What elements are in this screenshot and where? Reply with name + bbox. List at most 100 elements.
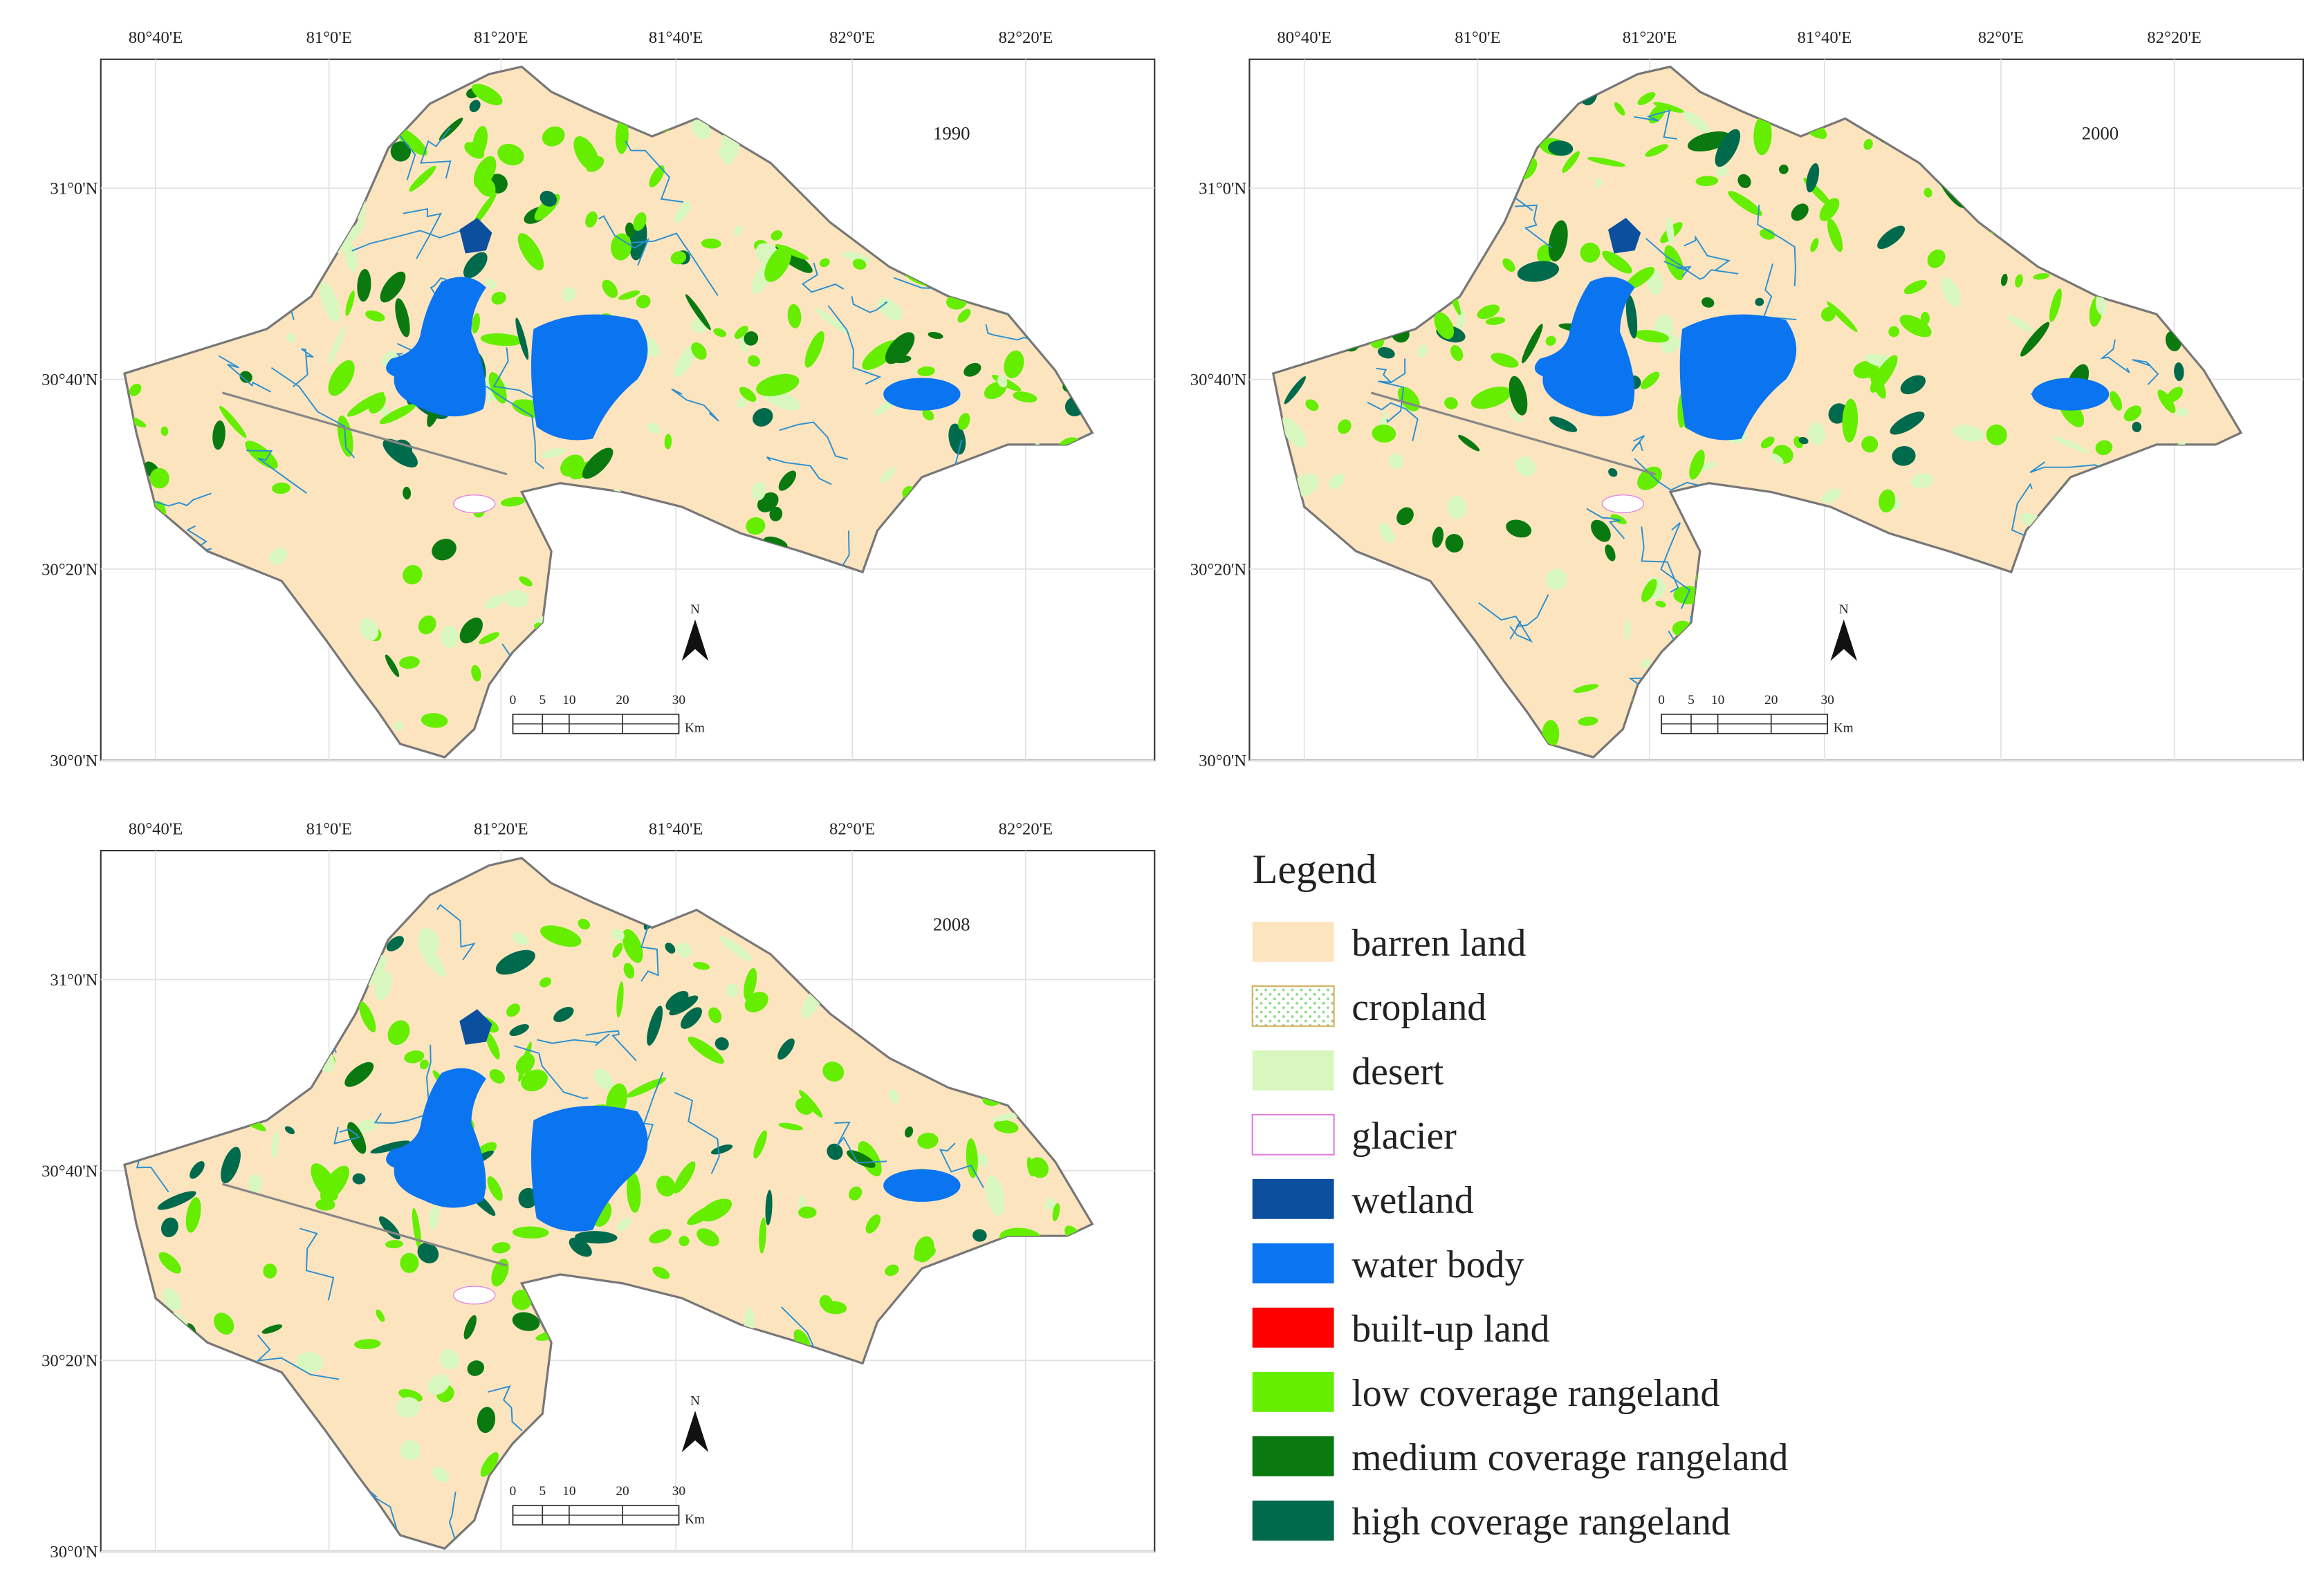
cover-patch <box>992 1113 1020 1122</box>
cover-patch <box>365 310 385 322</box>
cover-patch <box>765 1189 773 1225</box>
cover-patch <box>1280 417 1307 448</box>
cover-patch <box>623 963 635 979</box>
river <box>219 355 272 393</box>
cover-patch <box>1820 306 1836 322</box>
cover-patch <box>769 506 783 521</box>
cover-patch <box>1920 312 1930 325</box>
lon-tick-label: 81°0'E <box>1455 28 1500 47</box>
river <box>293 348 314 387</box>
legend-label: wetland <box>1352 1179 1473 1222</box>
basin <box>1271 65 2243 759</box>
scale-unit: Km <box>1834 721 1854 736</box>
legend-label: low coverage rangeland <box>1352 1372 1719 1415</box>
cover-patch <box>1715 129 1740 167</box>
cover-patch <box>518 1041 532 1082</box>
lon-tick-label: 80°40'E <box>129 819 183 838</box>
cover-patch <box>616 1217 631 1232</box>
cover-patch <box>914 1236 934 1263</box>
cover-patch <box>480 333 523 346</box>
river <box>436 904 476 961</box>
cover-patch <box>239 371 252 383</box>
cover-patch <box>670 251 687 265</box>
cover-patch <box>245 441 278 470</box>
lake <box>386 1068 486 1208</box>
cover-patch <box>463 252 488 279</box>
river <box>1631 435 1645 452</box>
cover-patch <box>380 271 406 303</box>
cover-patch <box>827 1143 843 1160</box>
cover-patch <box>394 721 403 731</box>
cover-patch <box>1653 102 1684 113</box>
cover-patch <box>958 413 970 430</box>
lon-tick-label: 81°40'E <box>649 819 703 838</box>
cover-patch <box>518 1187 538 1209</box>
lake <box>531 1105 648 1232</box>
glacier <box>453 1286 496 1305</box>
cover-patch <box>849 1186 863 1200</box>
cover-patch <box>157 1191 196 1210</box>
cover-patch <box>1637 92 1656 106</box>
cover-patch <box>1477 304 1500 319</box>
cover-patch <box>1284 376 1306 405</box>
river <box>488 1385 523 1431</box>
cover-patch <box>744 992 768 1012</box>
cover-patch <box>263 1263 277 1279</box>
river <box>1634 109 1677 140</box>
cover-patch <box>1417 344 1428 358</box>
cover-patch <box>1753 115 1772 156</box>
cover-patch <box>777 1038 795 1060</box>
cover-patch <box>472 192 497 228</box>
cover-patch <box>885 332 915 364</box>
river <box>625 140 683 203</box>
cover-patch <box>504 590 529 608</box>
river <box>486 385 545 470</box>
scale-label: 30 <box>672 693 685 707</box>
cover-patch <box>1827 218 1843 252</box>
year-label: 1990 <box>933 122 970 143</box>
cover-patch <box>1655 600 1666 608</box>
river <box>640 923 659 982</box>
cover-patch <box>636 295 651 308</box>
river <box>1660 522 1691 609</box>
cover-patch <box>387 1020 410 1046</box>
cover-patch <box>957 308 971 323</box>
cover-patch <box>612 943 623 958</box>
cover-patch <box>539 977 552 988</box>
cover-patch <box>922 409 934 421</box>
cover-patch <box>2132 421 2142 433</box>
cover-patch <box>1389 452 1404 469</box>
cover-patch <box>822 1301 847 1315</box>
cover-patch <box>652 1266 670 1279</box>
cover-patch <box>2157 389 2176 414</box>
cover-patch <box>1305 399 1319 411</box>
cover-patch <box>473 156 497 189</box>
cover-patch <box>472 84 503 106</box>
cover-patch <box>948 423 966 455</box>
cover-patch <box>1548 140 1574 156</box>
cover-patch <box>185 1197 201 1233</box>
lat-tick-label: 31°0'N <box>1199 180 1246 198</box>
cover-patch <box>487 1176 503 1201</box>
cover-patch <box>1645 144 1668 157</box>
cover-patch <box>399 656 420 669</box>
river <box>801 262 845 293</box>
cover-patch <box>352 1173 366 1185</box>
cover-patch <box>1045 1198 1055 1211</box>
cover-patch <box>472 313 480 334</box>
cover-patch <box>359 618 379 641</box>
river <box>514 1045 589 1100</box>
cover-patch <box>418 615 436 635</box>
cover-patch <box>395 127 427 156</box>
cover-patch <box>1625 266 1654 290</box>
cover-patch <box>1684 111 1710 133</box>
legend-swatch <box>1252 921 1334 962</box>
cover-patch <box>1820 488 1842 503</box>
cover-patch <box>272 482 290 494</box>
river <box>1684 235 1731 272</box>
cover-patch <box>1695 176 1719 187</box>
cover-patch <box>647 1005 663 1046</box>
cover-patch <box>1877 225 1906 250</box>
cover-patch <box>2049 288 2062 322</box>
basin <box>123 65 1094 759</box>
